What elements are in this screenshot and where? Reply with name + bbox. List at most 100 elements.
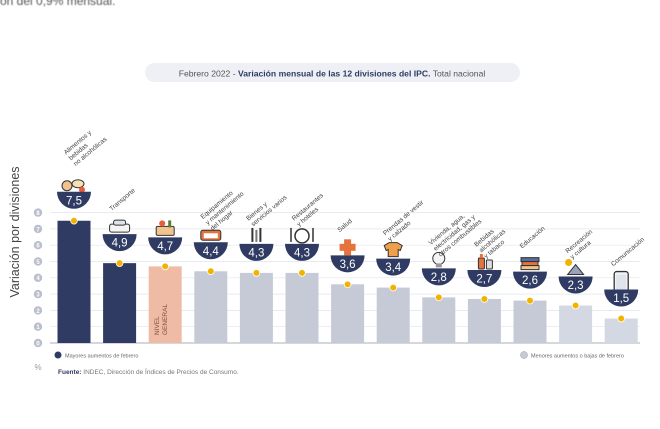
icon-part	[520, 265, 540, 271]
value-bubble	[604, 289, 639, 307]
bar-group: 3,6 Salud	[330, 218, 365, 343]
y-tick-dot	[33, 306, 43, 315]
icon-part	[113, 219, 127, 226]
bar-top-dot	[389, 283, 398, 292]
icon-part	[566, 263, 585, 276]
bar-top-dot	[480, 295, 489, 303]
bar-top-dot	[252, 269, 261, 277]
bar-top-dot	[70, 216, 78, 225]
bar	[194, 271, 228, 343]
value-bubble	[558, 276, 593, 294]
value-label: 7,5	[66, 195, 82, 207]
bar-top-dot	[161, 262, 170, 271]
y-tick-label: 1	[36, 325, 40, 331]
y-tick-dot	[33, 208, 43, 217]
bar	[513, 300, 547, 343]
category-label: Restaurantesy hoteles	[291, 192, 331, 228]
icon-part	[79, 186, 85, 193]
value-label: 1,5	[613, 293, 629, 305]
books-icon	[520, 257, 540, 271]
food-basket-icon	[61, 179, 85, 193]
icon-part	[616, 274, 627, 290]
icon-part	[203, 233, 218, 239]
title-pill	[145, 63, 520, 82]
bar-group: 4,3 Restaurantesy hoteles	[285, 192, 331, 343]
icon-part	[565, 259, 573, 267]
category-label: NIVELGENERAL	[154, 304, 169, 335]
car-icon	[109, 219, 131, 233]
category-label: Transporte	[108, 187, 137, 213]
value-label: 2,8	[431, 272, 447, 284]
icon-part	[383, 242, 403, 258]
value-bubble	[102, 234, 137, 252]
y-tick-label: 8	[36, 211, 40, 217]
lightbulb-icon	[432, 251, 446, 268]
icon-part	[520, 257, 540, 263]
y-tick-dot	[33, 322, 43, 331]
shirt-icon	[383, 242, 403, 258]
y-unit-label: %	[34, 363, 41, 372]
bar-group: 4,9 Transporte	[102, 187, 137, 343]
category-label: Bebidasalcohólicasy tabaco	[473, 222, 512, 260]
bar-top-dot	[115, 259, 124, 267]
value-label: 3,4	[385, 262, 402, 274]
bottle-icon	[477, 253, 493, 270]
category-label: Recreacióny cultura	[564, 228, 599, 260]
category-label: Alimentos ybebidasno alcohólicas	[63, 124, 109, 168]
category-label-line: GENERAL	[162, 304, 169, 335]
y-tick-label: 6	[36, 244, 40, 250]
chart-title-part: Variación mensual de las 12 divisiones d…	[238, 69, 431, 79]
chart-title: Febrero 2022 - Variación mensual de las …	[179, 69, 486, 79]
sun-icon	[565, 259, 585, 276]
y-tick-label: 3	[36, 293, 40, 299]
bar-top-dot	[207, 267, 215, 276]
chart-title-part: Febrero 2022	[179, 69, 231, 79]
bar-top-dot	[343, 280, 352, 289]
icon-part	[61, 180, 73, 192]
chart-title-part: Total nacional	[430, 69, 485, 79]
medical-cross-icon	[339, 239, 356, 256]
value-bubble	[467, 269, 502, 287]
bar	[559, 305, 593, 343]
source-note: Fuente: INDEC, Dirección de Índices de P…	[58, 367, 239, 376]
value-label: 4,7	[157, 241, 173, 253]
category-label: Salud	[336, 218, 354, 234]
category-label-line: Comunicación	[610, 236, 646, 268]
bar-top-dot	[434, 293, 443, 302]
category-label-line: Transporte	[108, 187, 137, 213]
bar-group: 2,7 Bebidasalcohólicasy tabaco	[467, 222, 512, 343]
bar-top-dot	[617, 314, 625, 323]
bar-top-dot	[571, 301, 580, 310]
icon-part	[521, 261, 539, 267]
bar	[376, 287, 410, 343]
icon-part	[255, 229, 258, 242]
value-label: 4,9	[112, 238, 128, 250]
icon-part	[168, 220, 172, 228]
category-label: Equipamientoy mantenimientodel hogar	[200, 185, 251, 233]
icon-part	[485, 259, 493, 270]
value-bubble	[376, 258, 411, 276]
category-label: Bienes yservicios varios	[245, 188, 289, 228]
y-tick-label: 2	[36, 309, 40, 315]
legend-label: Menores aumentos o bajas de febrero	[531, 354, 624, 360]
bar-group: 7,5 Alimentos ybebidasno alcohólicas	[57, 124, 109, 343]
value-bubble	[285, 243, 319, 261]
icon-part	[71, 179, 85, 189]
value-bubble	[239, 243, 274, 261]
y-tick-label: 4	[36, 276, 40, 282]
bar-group: 4,3 Bienes yservicios varios	[239, 188, 289, 343]
value-bubble	[193, 242, 228, 260]
category-label-line: NIVEL	[154, 316, 161, 335]
source-label: Fuente:	[58, 369, 83, 376]
value-bubble	[148, 237, 183, 255]
icon-part	[155, 225, 175, 236]
y-tick-label: 5	[36, 260, 40, 266]
top-snippet-text: on del 0,9% mensual.	[0, 0, 116, 8]
value-label: 3,6	[340, 259, 356, 271]
bar-top-dot	[298, 269, 306, 277]
y-axis-label: Variación por divisiones	[8, 166, 22, 298]
value-label: 4,3	[248, 247, 264, 259]
y-tick-label: 7	[36, 227, 40, 233]
